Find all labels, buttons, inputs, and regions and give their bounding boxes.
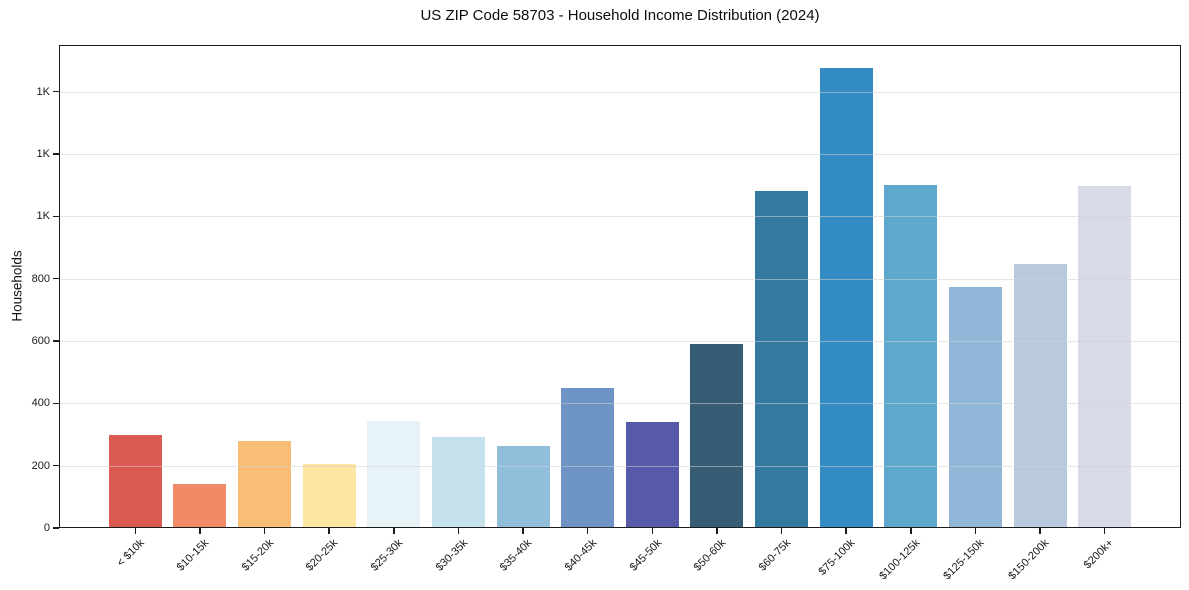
x-tick-mark-0 <box>134 528 136 534</box>
x-tick-mark-4 <box>393 528 395 534</box>
y-tick-label-7: 1K <box>36 85 50 98</box>
x-tick-label-9: $50-60k <box>691 537 729 574</box>
y-tick-mark-0 <box>53 527 59 529</box>
gridline-1400 <box>59 91 1181 93</box>
bar-200k <box>1078 185 1132 528</box>
gridline-1200 <box>59 154 1181 156</box>
y-tick-mark-3 <box>53 340 59 342</box>
bar-35-40k <box>496 446 550 528</box>
bar-10k <box>108 435 162 528</box>
bar-45-50k <box>625 422 679 528</box>
y-tick-mark-2 <box>53 402 59 405</box>
x-tick-label-2: $15-20k <box>239 537 277 574</box>
y-tick-label-0: 0 <box>43 522 50 534</box>
x-tick-mark-10 <box>780 528 783 534</box>
bar-125-150k <box>948 287 1002 528</box>
gridline-1000 <box>59 216 1181 218</box>
bar-15-20k <box>238 441 292 528</box>
chart-title: US ZIP Code 58703 - Household Income Dis… <box>420 7 820 24</box>
bar-100-125k <box>884 184 938 528</box>
bar-60-75k <box>755 191 809 528</box>
y-tick-label-3: 600 <box>31 335 50 348</box>
x-tick-mark-2 <box>263 528 266 534</box>
bar-150-200k <box>1013 264 1067 528</box>
x-tick-label-11: $75-100k <box>816 537 858 578</box>
y-tick-label-4: 800 <box>31 272 50 285</box>
x-tick-mark-1 <box>199 528 201 534</box>
y-tick-mark-7 <box>53 91 59 93</box>
y-tick-label-6: 1K <box>36 148 50 161</box>
x-tick-label-12: $100-125k <box>877 537 923 583</box>
x-tick-mark-9 <box>716 528 718 534</box>
gridline-400 <box>59 403 1181 405</box>
x-tick-label-10: $60-75k <box>756 537 794 574</box>
x-tick-mark-12 <box>910 528 912 534</box>
x-tick-mark-3 <box>328 528 330 534</box>
gridline-200 <box>59 465 1181 467</box>
x-tick-label-6: $35-40k <box>497 537 535 574</box>
x-tick-mark-7 <box>586 528 589 534</box>
x-tick-label-4: $25-30k <box>368 537 406 574</box>
x-tick-label-14: $150-200k <box>1006 537 1052 583</box>
x-tick-mark-13 <box>974 528 977 534</box>
x-tick-label-1: $10-15k <box>174 537 212 574</box>
bar-25-30k <box>367 421 421 528</box>
x-tick-label-8: $45-50k <box>627 537 664 574</box>
bar-20-25k <box>302 463 356 528</box>
y-tick-mark-6 <box>53 153 59 155</box>
x-tick-label-3: $20-25k <box>304 537 341 574</box>
y-tick-label-1: 200 <box>31 459 50 472</box>
gridline-800 <box>59 278 1181 280</box>
x-tick-mark-8 <box>651 528 653 534</box>
x-tick-label-13: $125-150k <box>941 537 987 583</box>
y-tick-label-2: 400 <box>31 397 50 410</box>
x-tick-mark-5 <box>457 528 460 534</box>
x-tick-mark-6 <box>522 528 524 534</box>
y-axis-title: Households <box>9 250 25 322</box>
y-tick-mark-4 <box>53 278 59 280</box>
bar-10-15k <box>173 483 227 528</box>
x-tick-mark-15 <box>1103 528 1106 534</box>
bar-30-35k <box>431 437 485 528</box>
bar-75-100k <box>819 67 873 528</box>
x-tick-label-5: $30-35k <box>433 537 470 574</box>
x-tick-label-0: < $10k <box>114 537 147 570</box>
x-tick-label-15: $200k+ <box>1081 537 1117 572</box>
y-tick-mark-1 <box>53 464 59 467</box>
gridline-600 <box>59 341 1181 343</box>
bar-50-60k <box>690 343 744 528</box>
y-tick-mark-5 <box>53 215 59 218</box>
x-tick-mark-14 <box>1039 528 1041 534</box>
bar-40-45k <box>561 388 615 528</box>
x-tick-mark-11 <box>845 528 847 534</box>
y-tick-label-5: 1K <box>36 210 50 223</box>
plot-area <box>59 45 1181 528</box>
x-tick-label-7: $40-45k <box>562 537 600 574</box>
